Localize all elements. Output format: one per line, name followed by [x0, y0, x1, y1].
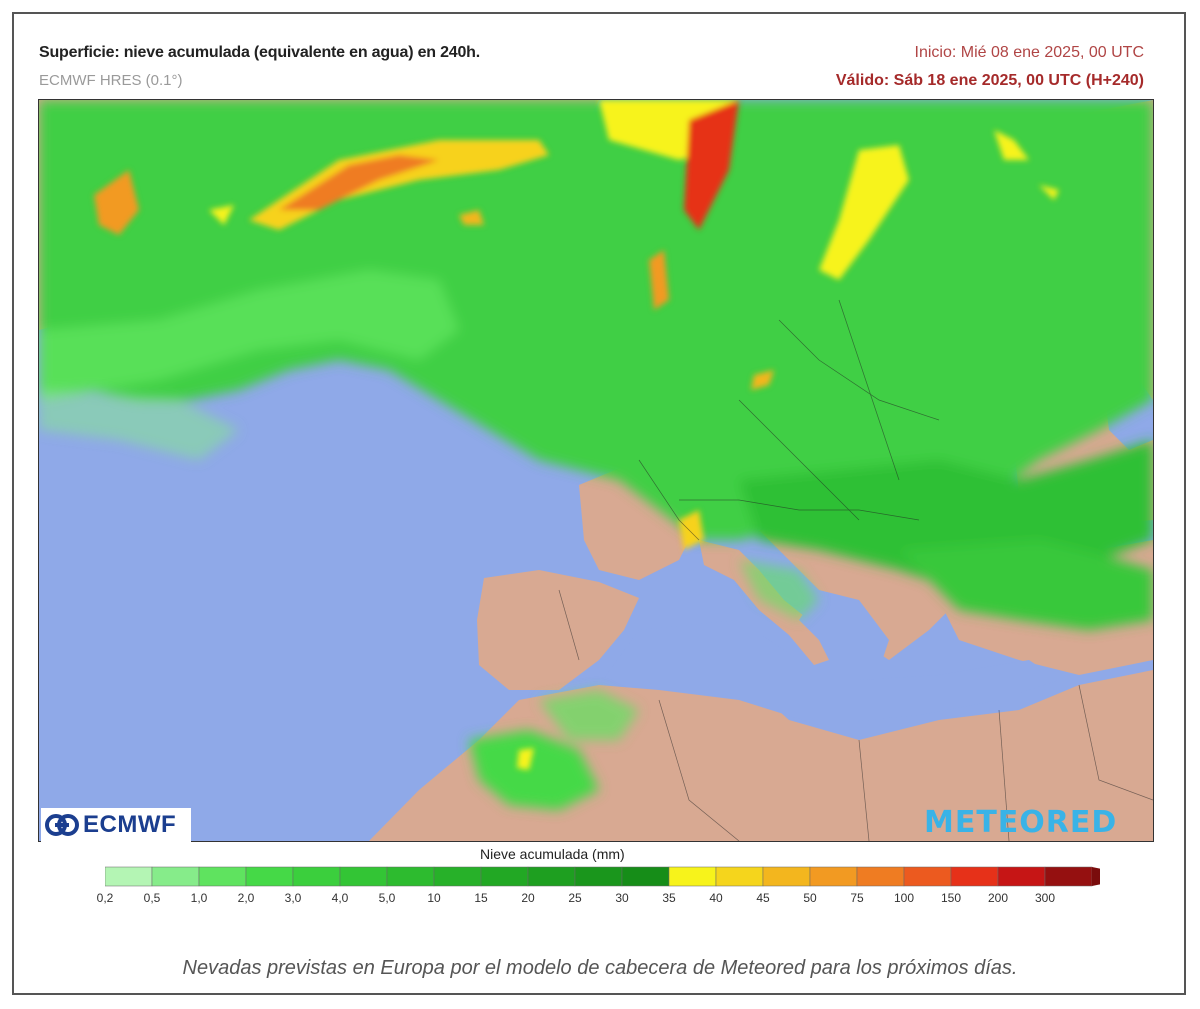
legend-swatch — [245, 866, 294, 887]
legend-swatch — [105, 866, 153, 887]
legend-tick-label: 2,0 — [237, 891, 255, 905]
legend-swatch — [527, 866, 576, 887]
legend-tick-label: 35 — [662, 891, 676, 905]
legend-tick-label: 0,5 — [143, 891, 161, 905]
legend-swatch — [433, 866, 482, 887]
legend-swatch — [997, 866, 1046, 887]
ecmwf-logo-text: ECMWF — [83, 811, 177, 838]
legend-tick-label: 150 — [940, 891, 962, 905]
legend-tick-label: 1,0 — [190, 891, 208, 905]
country-borders — [558, 299, 1153, 841]
legend-swatch — [292, 866, 341, 887]
legend-color-bar — [105, 866, 1100, 887]
legend-swatch — [1044, 866, 1093, 887]
legend-labels: 0,2 0,5 1,0 2,0 3,0 4,0 5,0 10 15 20 25 30 35 40 45 50 7… — [97, 891, 1065, 907]
map-title: Superficie: nieve acumulada (equivalente… — [39, 44, 480, 61]
legend-tick-label: 4,0 — [331, 891, 349, 905]
legend-swatch — [715, 866, 764, 887]
figure-caption: Nevadas previstas en Europa por el model… — [182, 957, 1018, 979]
legend-swatch — [950, 866, 999, 887]
legend-swatch — [339, 866, 388, 887]
legend-tick-label: 10 — [427, 891, 441, 905]
heavy-snow-areas — [94, 100, 1059, 770]
legend-tick-label: 25 — [568, 891, 582, 905]
legend-tick-label: 40 — [709, 891, 723, 905]
legend-swatch — [809, 866, 858, 887]
legend-tick-label: 30 — [615, 891, 629, 905]
legend-tick-label: 200 — [987, 891, 1009, 905]
legend-tick-label: 75 — [850, 891, 864, 905]
legend-tick-label: 45 — [756, 891, 770, 905]
legend-swatch — [151, 866, 200, 887]
model-name: ECMWF HRES (0.1°) — [39, 72, 183, 89]
valid-time: Válido: Sáb 18 ene 2025, 00 UTC (H+240) — [835, 72, 1144, 89]
ecmwf-emblem-icon — [45, 814, 79, 836]
legend-tick-label: 5,0 — [378, 891, 396, 905]
legend-swatch — [621, 866, 670, 887]
legend-extend-arrow-icon — [1092, 867, 1100, 886]
legend-swatch — [480, 866, 529, 887]
legend-swatch — [668, 866, 717, 887]
legend-swatch — [762, 866, 811, 887]
snow-map — [38, 99, 1154, 842]
legend-tick-label: 300 — [1034, 891, 1056, 905]
legend-tick-label: 0,2 — [96, 891, 114, 905]
legend-swatch — [903, 866, 952, 887]
ecmwf-logo: ECMWF — [41, 808, 191, 842]
meteored-logo: METEORED — [924, 805, 1118, 840]
init-time: Inicio: Mié 08 ene 2025, 00 UTC — [914, 44, 1144, 61]
legend-swatch — [198, 866, 247, 887]
map-canvas — [39, 100, 1153, 841]
legend-tick-label: 20 — [521, 891, 535, 905]
legend-swatch — [856, 866, 905, 887]
legend-title: Nieve acumulada (mm) — [480, 846, 625, 862]
legend-swatch — [386, 866, 435, 887]
legend-tick-label: 100 — [893, 891, 915, 905]
legend-tick-label: 50 — [803, 891, 817, 905]
legend-swatch — [574, 866, 623, 887]
legend-tick-label: 3,0 — [284, 891, 302, 905]
legend-tick-label: 15 — [474, 891, 488, 905]
